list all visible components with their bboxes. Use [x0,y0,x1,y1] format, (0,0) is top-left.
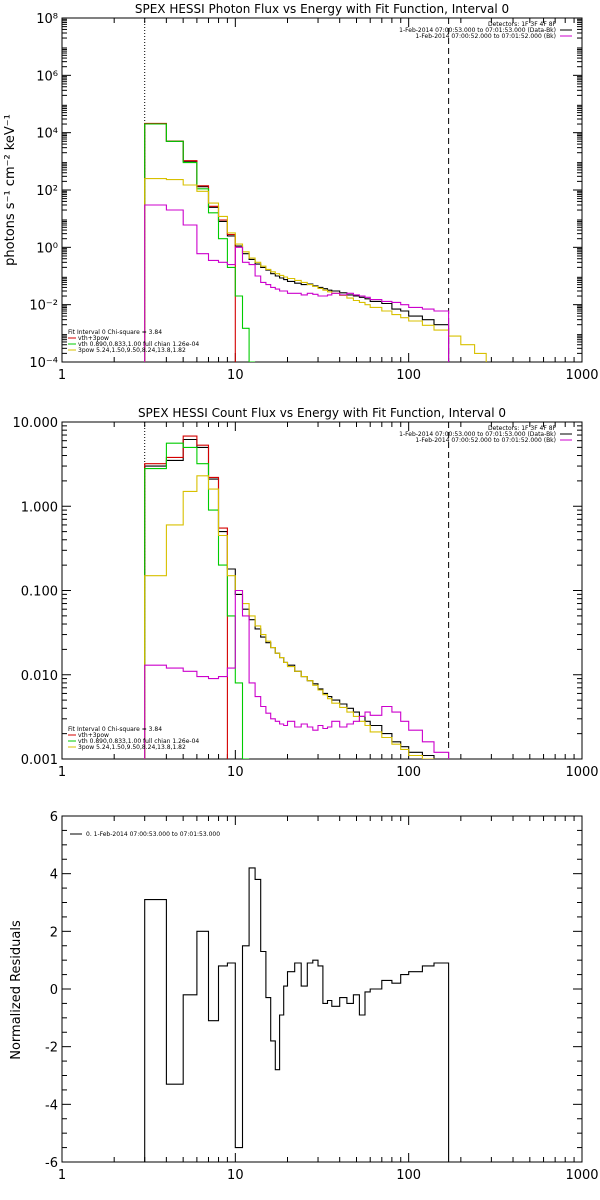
fit-legend-entry: 3pow 5.24,1.50,9.50,8.24,13.8,1.82 [78,347,186,354]
legend-entry: 1-Feb-2014 07:00:52.000 to 07:01:52.000 … [415,437,556,444]
series-line [144,123,450,362]
fit-legend-entry: vth 0.890,0.833,1.00 full chian 1.26e-04 [78,341,199,348]
legend-entry: 1-Feb-2014 07:00:53.000 to 07:01:53.000 … [399,431,556,438]
x-tick-label: 1 [58,765,66,780]
y-tick-label: 10⁰ [36,241,58,256]
x-tick-label: 1000 [565,1168,598,1183]
y-axis-label: Normalized Residuals [9,920,24,1060]
series-line [144,435,228,759]
series-line [144,178,487,362]
series-line [144,867,450,1162]
y-tick-label: 0.010 [21,669,58,684]
y-tick-label: 10⁶ [36,69,58,84]
x-tick-label: 1 [58,368,66,383]
legend-entry: 1-Feb-2014 07:00:53.000 to 07:01:53.000 … [399,27,556,34]
y-tick-label: 10.000 [13,416,59,431]
fit-legend-entry: vth 0.890,0.833,1.00 full chian 1.26e-04 [78,738,199,745]
y-tick-label: 0 [50,983,58,998]
x-tick-label: 1000 [565,368,598,383]
y-tick-label: 10⁸ [36,12,58,27]
y-tick-label: 4 [50,868,58,883]
fit-legend-header: Fit Interval 0 Chi-square = 3.84 [68,329,162,336]
y-tick-label: 2 [50,925,58,940]
chart-title: SPEX HESSI Photon Flux vs Energy with Fi… [135,2,509,16]
x-tick-label: 1 [58,1168,66,1183]
series-line [144,442,250,759]
x-tick-label: 100 [396,368,421,383]
y-tick-label: 0.100 [21,585,58,600]
legend-entry: Detectors: 1F 3F 4F 8F [488,425,557,432]
fit-legend-header: Fit Interval 0 Chi-square = 3.84 [68,726,162,733]
plot-frame [61,17,583,363]
x-tick-label: 10 [227,1168,244,1183]
y-axis-label: photons s⁻¹ cm⁻² keV⁻¹ [3,114,18,266]
legend-entry: 0. 1-Feb-2014 07:00:53.000 to 07:01:53.0… [86,831,220,838]
legend-entry: 1-Feb-2014 07:00:52.000 to 07:01:52.000 … [415,33,556,40]
fit-legend-entry: vth+3pow [78,732,109,739]
y-tick-label: 1.000 [21,500,58,515]
y-tick-label: -6 [45,1156,58,1171]
series-line [144,123,256,362]
fit-legend-entry: 3pow 5.24,1.50,9.50,8.24,13.8,1.82 [78,744,186,751]
fit-legend-entry: vth+3pow [78,335,109,342]
series-line [144,122,236,362]
series-line [144,204,450,362]
plot-frame [61,421,583,760]
x-tick-label: 10 [227,368,244,383]
y-tick-label: -4 [45,1098,58,1113]
x-tick-label: 10 [227,765,244,780]
y-tick-label: 10⁻² [29,299,58,314]
legend-entry: Detectors: 1F 3F 4F 8F [488,21,557,28]
series-line [144,475,450,759]
series-line [144,438,449,759]
y-tick-label: 0.001 [21,753,58,768]
y-tick-label: 10² [36,184,58,199]
y-tick-label: 10⁴ [36,127,58,142]
x-tick-label: 1000 [565,765,598,780]
chart-title: SPEX HESSI Count Flux vs Energy with Fit… [138,406,506,420]
y-tick-label: -2 [45,1041,58,1056]
plot-frame [61,815,583,1163]
x-tick-label: 100 [396,765,421,780]
series-line [144,589,450,759]
y-tick-label: 6 [50,810,58,825]
y-tick-label: 10⁻⁴ [29,356,58,371]
x-tick-label: 100 [396,1168,421,1183]
